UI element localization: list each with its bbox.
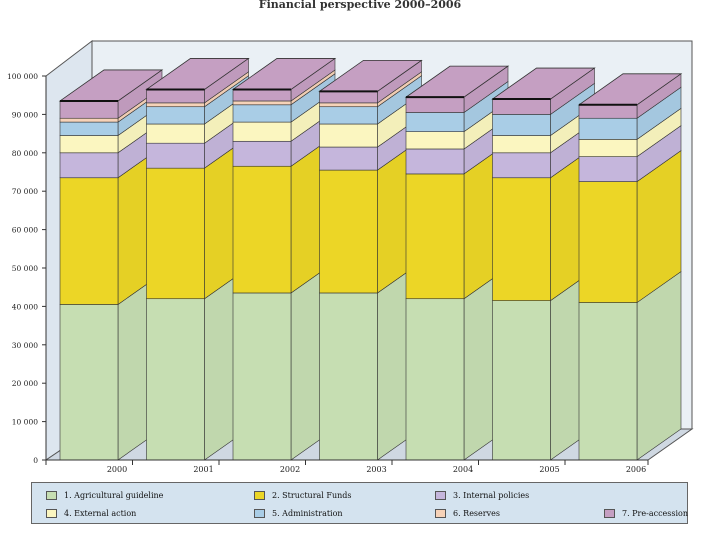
chart-title: Financial perspective 2000–2006 (258, 0, 462, 11)
bar-segment (59, 69, 163, 119)
legend-label: 1. Agricultural guideline (64, 491, 164, 500)
legend-swatch (46, 491, 57, 500)
legend-swatch (604, 509, 615, 518)
x-tick-label: 2004 (453, 465, 473, 474)
legend-swatch (435, 491, 446, 500)
bar-segment (232, 73, 336, 123)
x-tick-label: 2001 (193, 465, 213, 474)
legend-entry: 5. Administration (254, 509, 343, 518)
y-tick-label: 100 000 (7, 72, 38, 81)
y-tick-label: 90 000 (12, 110, 38, 119)
bar-segment (578, 107, 682, 158)
legend-swatch (46, 509, 57, 518)
x-tick-label: 2006 (626, 465, 646, 474)
y-tick-label: 30 000 (12, 341, 38, 350)
bar-group-2003 (318, 59, 423, 461)
bar-segment (405, 65, 509, 114)
legend-swatch (254, 509, 265, 518)
bar-segment (492, 67, 595, 115)
x-tick-label: 2005 (539, 465, 559, 474)
bar-segment (578, 150, 682, 304)
legend-label: 5. Administration (272, 509, 343, 518)
legend-entry: 3. Internal policies (435, 491, 529, 500)
y-tick-label: 0 (33, 456, 38, 465)
y-tick-label: 80 000 (12, 149, 38, 158)
legend-entry: 1. Agricultural guideline (46, 491, 163, 500)
legend-swatch (254, 491, 265, 500)
bar-segment (232, 57, 336, 102)
y-tick-label: 40 000 (12, 302, 38, 311)
legend-label: 6. Reserves (453, 509, 500, 518)
legend-entry: 2. Structural Funds (254, 491, 351, 500)
legend-entry: 7. Pre-accession (604, 509, 688, 518)
y-tick-label: 50 000 (12, 264, 38, 273)
legend-entry: 4. External action (46, 509, 136, 518)
y-tick-label: 20 000 (12, 379, 38, 388)
y-tick-label: 60 000 (12, 226, 38, 235)
bar-segment (319, 75, 422, 125)
x-tick-label: 2003 (366, 465, 386, 474)
x-tick-label: 2002 (280, 465, 300, 474)
legend-label: 4. External action (64, 509, 137, 518)
y-tick-label: 70 000 (12, 187, 38, 196)
x-tick-label: 2000 (107, 465, 127, 474)
bar-segment (578, 86, 682, 140)
y-tick-label: 10 000 (12, 418, 38, 427)
legend: 1. Agricultural guideline 2. Structural F… (31, 482, 688, 524)
bar-group-2006 (577, 73, 683, 461)
legend-label: 2. Structural Funds (272, 491, 352, 500)
legend-entry: 6. Reserves (435, 509, 500, 518)
bar-group-2002 (231, 57, 337, 461)
legend-label: 7. Pre-accession (622, 509, 689, 518)
legend-label: 3. Internal policies (453, 491, 530, 500)
bar-segment (492, 82, 595, 137)
bar-segment (578, 270, 682, 461)
legend-swatch (435, 509, 446, 518)
bar-segment (578, 73, 682, 119)
